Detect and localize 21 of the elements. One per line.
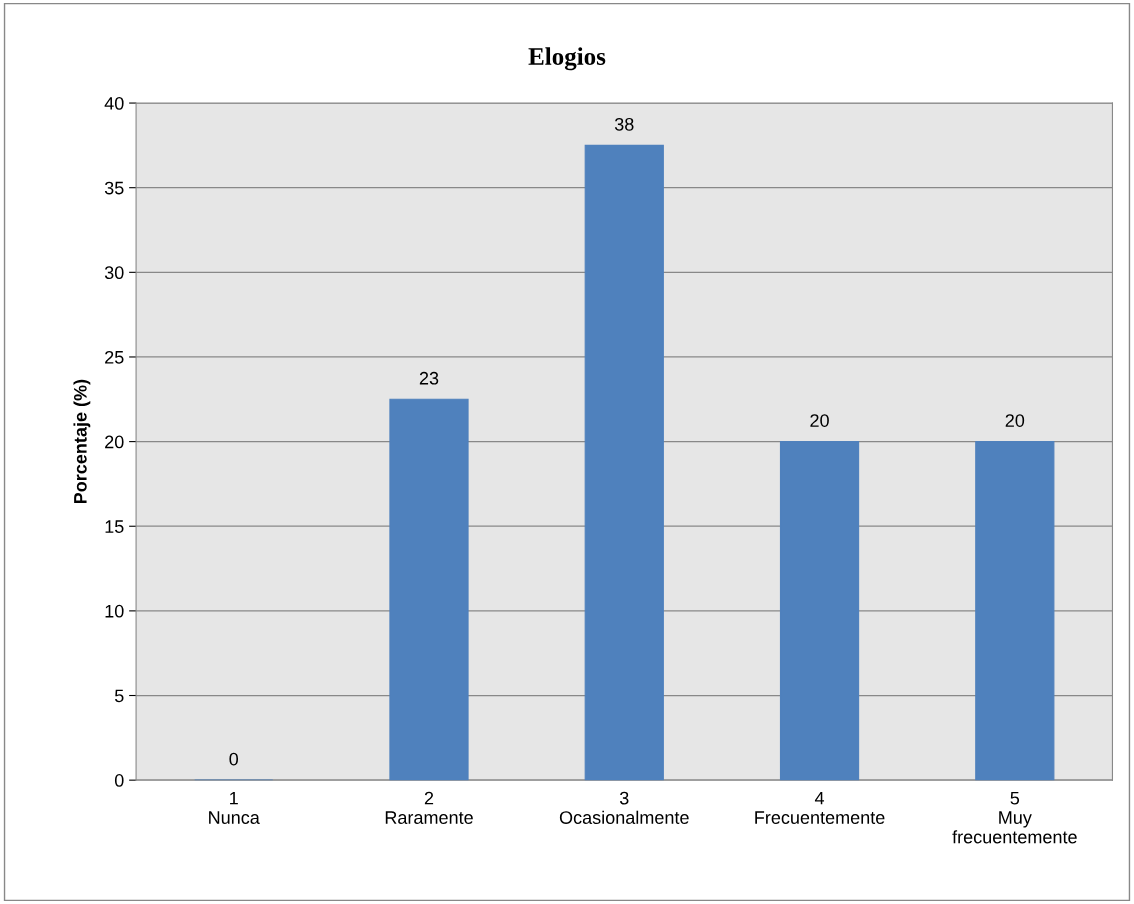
y-tick-label: 40 <box>104 96 124 110</box>
data-label: 20 <box>810 414 829 427</box>
x-tick-label: 4 Frecuentemente <box>755 791 885 824</box>
y-tick-label: 25 <box>105 350 124 364</box>
y-tick-label: 35 <box>104 181 124 195</box>
chart-title: Elogios <box>528 47 606 71</box>
data-label: 0 <box>229 752 239 766</box>
y-tick-label: 20 <box>105 435 124 449</box>
y-tick-label: 0 <box>114 774 124 787</box>
y-tick-label: 30 <box>104 266 124 280</box>
y-tick-label: 10 <box>105 604 124 618</box>
y-axis-title: Porcentaje (%) <box>73 379 91 504</box>
data-label: 23 <box>419 371 439 385</box>
data-label: 38 <box>614 117 634 131</box>
data-label: 20 <box>1005 414 1025 427</box>
x-tick-label: 2 Raramente <box>385 791 473 824</box>
x-tick-label: 3 Ocasionalmente <box>559 791 689 824</box>
x-tick-label: 5 Muy frecuentemente <box>952 791 1077 844</box>
y-tick-label: 5 <box>114 689 124 703</box>
y-tick-label: 15 <box>105 520 124 533</box>
x-tick-label: 1 Nunca <box>209 791 260 824</box>
